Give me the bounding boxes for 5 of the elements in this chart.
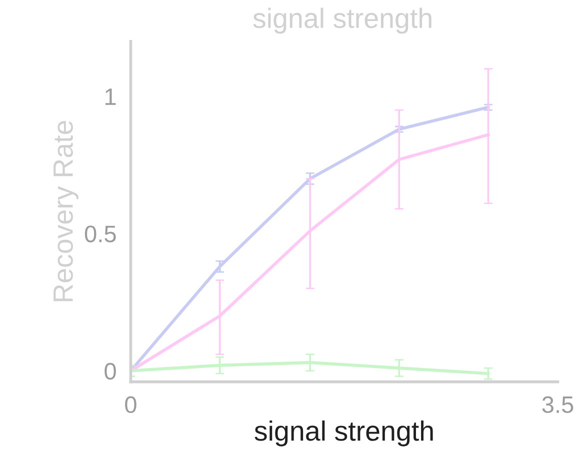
- y-tick-label: 1: [106, 88, 116, 105]
- x-axis-title: signal strength: [254, 420, 433, 446]
- x-tick-label: 3.5: [542, 396, 574, 414]
- y-tick-label: 0: [104, 362, 116, 380]
- y-tick-label: 0.5: [84, 226, 116, 242]
